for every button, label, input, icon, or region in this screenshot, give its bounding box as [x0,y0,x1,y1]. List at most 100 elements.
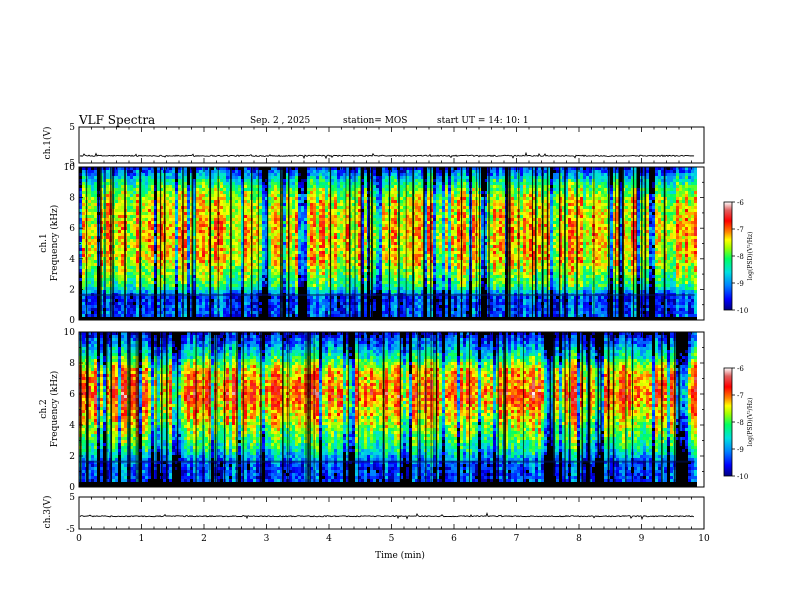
spectrogram-cell [205,299,208,302]
spectrogram-cell [223,227,226,230]
spectrogram-cell [247,206,250,209]
spectrogram-cell [136,176,139,179]
spectrogram-cell [91,290,94,293]
spectrogram-cell [94,176,97,179]
spectrogram-cell [226,218,229,221]
spectrogram-cell [127,179,130,182]
spectrogram-cell [106,311,109,314]
spectrogram-cell [175,266,178,269]
spectrogram-cell [223,236,226,239]
spectrogram-cell [91,260,94,263]
spectrogram-cell [115,203,118,206]
spectrogram-cell [142,281,145,284]
spectrogram-cell [205,302,208,305]
spectrogram-cell [238,188,241,191]
spectrogram-cell [157,272,160,275]
spectrogram-cell [175,272,178,275]
spectrogram-cell [232,218,235,221]
spectrogram-cell [238,308,241,311]
spectrogram-cell [199,179,202,182]
spectrogram-cell [118,191,121,194]
spectrogram-cell [172,245,175,248]
spectrogram-cell [199,251,202,254]
spectrogram-cell [187,218,190,221]
spectrogram-cell [133,230,136,233]
spectrogram-cell [220,212,223,215]
spectrogram-cell [184,290,187,293]
spectrogram-cell [178,254,181,257]
spectrogram-cell [202,269,205,272]
spectrogram-cell [130,191,133,194]
spectrogram-cell [244,212,247,215]
spectrogram-cell [172,305,175,308]
spectrogram-cell [130,245,133,248]
spectrogram-cell [127,230,130,233]
spectrogram-cell [196,299,199,302]
spectrogram-cell [178,194,181,197]
spectrogram-cell [175,314,178,317]
spectrogram-cell [244,257,247,260]
spectrogram-cell [121,200,124,203]
spectrogram-cell [247,257,250,260]
spectrogram-cell [151,311,154,314]
spectrogram-cell [220,281,223,284]
spectrogram-cell [166,299,169,302]
spectrogram-cell [211,287,214,290]
spectrogram-cell [175,194,178,197]
spectrogram-cell [130,173,133,176]
spectrogram-cell [148,173,151,176]
spectrogram-cell [151,197,154,200]
spectrogram-cell [169,224,172,227]
spectrogram-cell [223,284,226,287]
spectrogram-cell [148,236,151,239]
spectrogram-cell [157,239,160,242]
spectrogram-cell [142,170,145,173]
spectrogram-cell [226,269,229,272]
spectrogram-cell [226,209,229,212]
spectrogram-cell [187,314,190,317]
spectrogram-cell [214,203,217,206]
spectrogram-cell [247,173,250,176]
spectrogram-cell [184,173,187,176]
spectrogram-cell [187,254,190,257]
spectrogram-cell [94,173,97,176]
spectrogram-cell [148,248,151,251]
spectrogram-cell [91,281,94,284]
spectrogram-cell [169,233,172,236]
spectrogram-cell [247,314,250,317]
spectrogram-cell [226,191,229,194]
spectrogram-cell [145,197,148,200]
spectrogram-cell [202,215,205,218]
spectrogram-cell [214,218,217,221]
spectrogram-cell [106,233,109,236]
spectrogram-cell [148,209,151,212]
spectrogram-cell [199,305,202,308]
spectrogram-cell [169,221,172,224]
spectrogram-cell [232,185,235,188]
spectrogram-cell [196,272,199,275]
spectrogram-cell [145,218,148,221]
spectrogram-cell [121,269,124,272]
spectrogram-cell [166,209,169,212]
spectrogram-cell [157,257,160,260]
spectrogram-cell [106,263,109,266]
spectrogram-cell [244,251,247,254]
spectrogram-cell [214,206,217,209]
spectrogram-cell [94,266,97,269]
spectrogram-cell [115,194,118,197]
spectrogram-cell [130,251,133,254]
spectrogram-cell [175,182,178,185]
spectrogram-cell [178,311,181,314]
spectrogram-cell [121,257,124,260]
spectrogram-cell [223,281,226,284]
spectrogram-cell [235,239,238,242]
spectrogram-cell [130,215,133,218]
spectrogram-cell [118,218,121,221]
spectrogram-cell [145,230,148,233]
spectrogram-cell [247,230,250,233]
spectrogram-cell [142,284,145,287]
spectrogram-cell [106,272,109,275]
spectrogram-cell [94,245,97,248]
spectrogram-cell [142,230,145,233]
spectrogram-cell [226,266,229,269]
